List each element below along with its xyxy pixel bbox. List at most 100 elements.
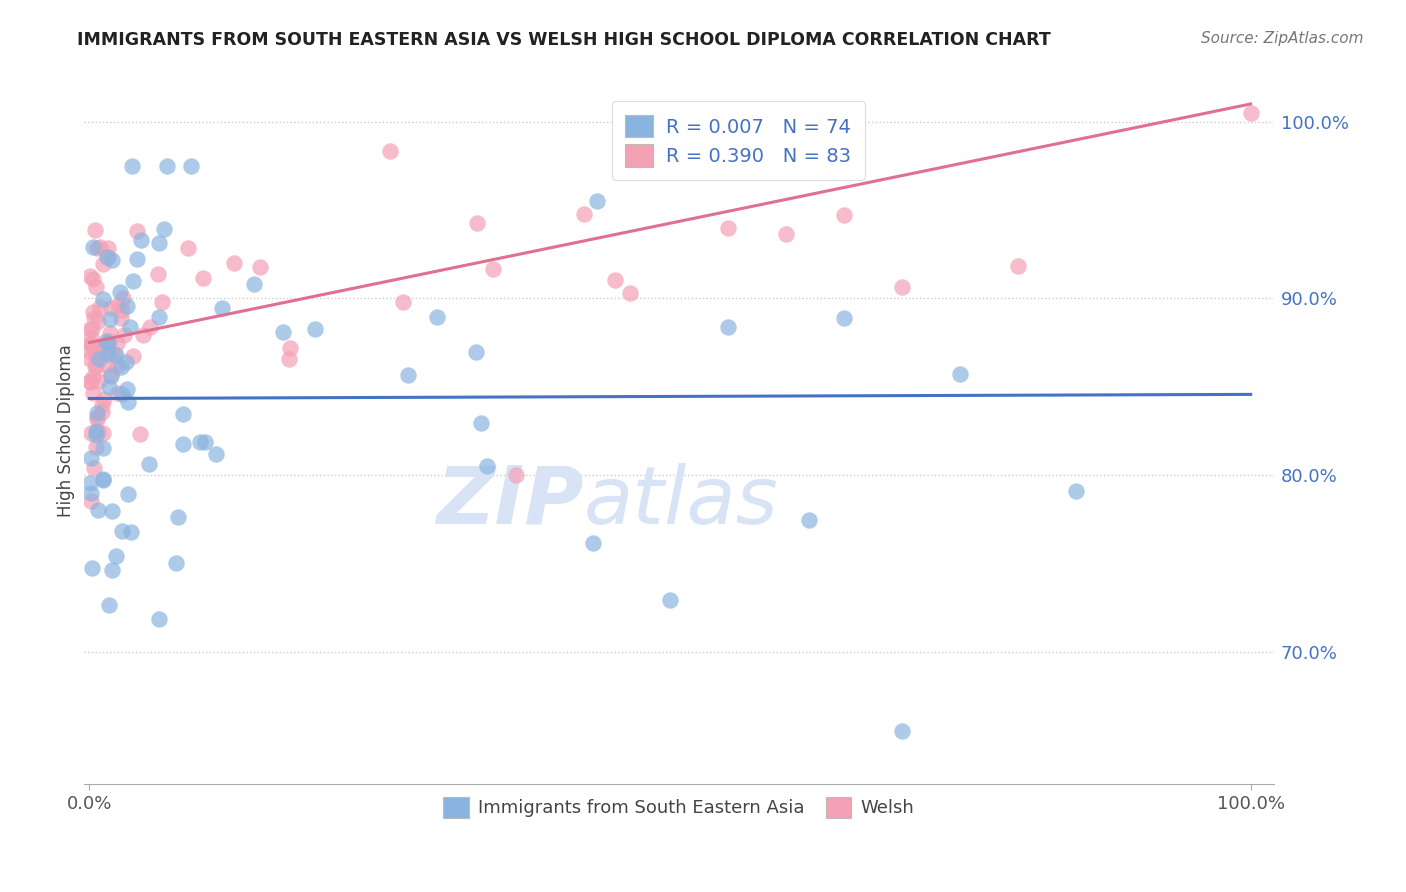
Point (117, 395, 139, 409)
Point (1066, 483, 1088, 498)
Point (80, 561, 103, 575)
Point (87, 343, 110, 358)
Point (115, 355, 138, 369)
Point (82, 240, 104, 254)
Point (104, 348, 127, 362)
Point (211, 301, 233, 315)
Point (84, 350, 107, 364)
Point (378, 144, 401, 158)
Point (659, 592, 682, 607)
Point (110, 359, 132, 374)
Point (84, 424, 107, 438)
Point (79, 375, 101, 389)
Point (111, 303, 134, 318)
Point (80, 337, 103, 351)
Point (80, 426, 103, 441)
Point (605, 273, 627, 287)
Point (91, 473, 114, 487)
Point (91, 257, 114, 271)
Point (108, 285, 131, 299)
Point (799, 513, 821, 527)
Point (112, 291, 135, 305)
Point (98, 312, 121, 326)
Point (391, 294, 413, 309)
Point (86, 241, 108, 255)
Point (84, 223, 107, 237)
Point (150, 294, 173, 309)
Point (89, 240, 111, 254)
Point (426, 310, 449, 324)
Point (104, 549, 127, 564)
Point (80, 322, 103, 336)
Point (80, 331, 103, 345)
Point (148, 235, 170, 250)
Point (172, 407, 194, 421)
Point (89, 300, 111, 314)
Point (79, 374, 101, 388)
Legend: Immigrants from South Eastern Asia, Welsh: Immigrants from South Eastern Asia, Wels… (436, 789, 921, 825)
Point (717, 221, 740, 235)
Point (79, 475, 101, 490)
Point (205, 447, 228, 461)
Point (100, 368, 122, 382)
Point (122, 274, 145, 288)
Point (97, 347, 120, 361)
Point (110, 311, 132, 326)
Text: ZIP: ZIP (436, 463, 583, 541)
Point (80, 338, 103, 352)
Point (82, 386, 104, 401)
Point (91, 292, 114, 306)
Point (79, 352, 101, 367)
Text: atlas: atlas (583, 463, 778, 541)
Point (165, 556, 187, 570)
Point (98, 326, 121, 341)
Point (100, 564, 122, 578)
Point (96, 358, 118, 372)
Point (832, 208, 855, 222)
Point (464, 345, 486, 359)
Point (115, 382, 138, 396)
Point (121, 159, 143, 173)
Point (505, 468, 527, 483)
Point (83, 359, 105, 373)
Point (84, 359, 107, 373)
Point (128, 426, 150, 441)
Point (148, 310, 170, 325)
Point (79, 268, 101, 283)
Point (100, 301, 122, 316)
Point (90, 398, 112, 412)
Point (96, 250, 118, 264)
Point (98, 598, 121, 612)
Point (91, 442, 114, 456)
Point (79, 343, 101, 358)
Point (138, 320, 160, 334)
Point (87, 340, 110, 354)
Point (156, 159, 179, 173)
Point (105, 359, 128, 373)
Point (89, 374, 111, 388)
Point (146, 267, 169, 281)
Point (86, 410, 108, 425)
Point (101, 252, 124, 267)
Point (243, 277, 266, 291)
Point (112, 327, 135, 342)
Point (111, 524, 134, 538)
Point (107, 385, 129, 400)
Point (96, 342, 118, 356)
Point (717, 320, 740, 334)
Point (475, 458, 498, 473)
Point (121, 349, 143, 363)
Point (80, 494, 103, 508)
Point (86, 406, 108, 420)
Point (100, 369, 122, 384)
Point (97, 241, 120, 255)
Point (278, 351, 301, 366)
Point (101, 504, 124, 518)
Point (82, 370, 104, 384)
Point (138, 457, 160, 471)
Point (82, 305, 104, 319)
Point (148, 612, 170, 626)
Point (166, 509, 188, 524)
Point (1007, 259, 1029, 273)
Point (80, 451, 103, 466)
